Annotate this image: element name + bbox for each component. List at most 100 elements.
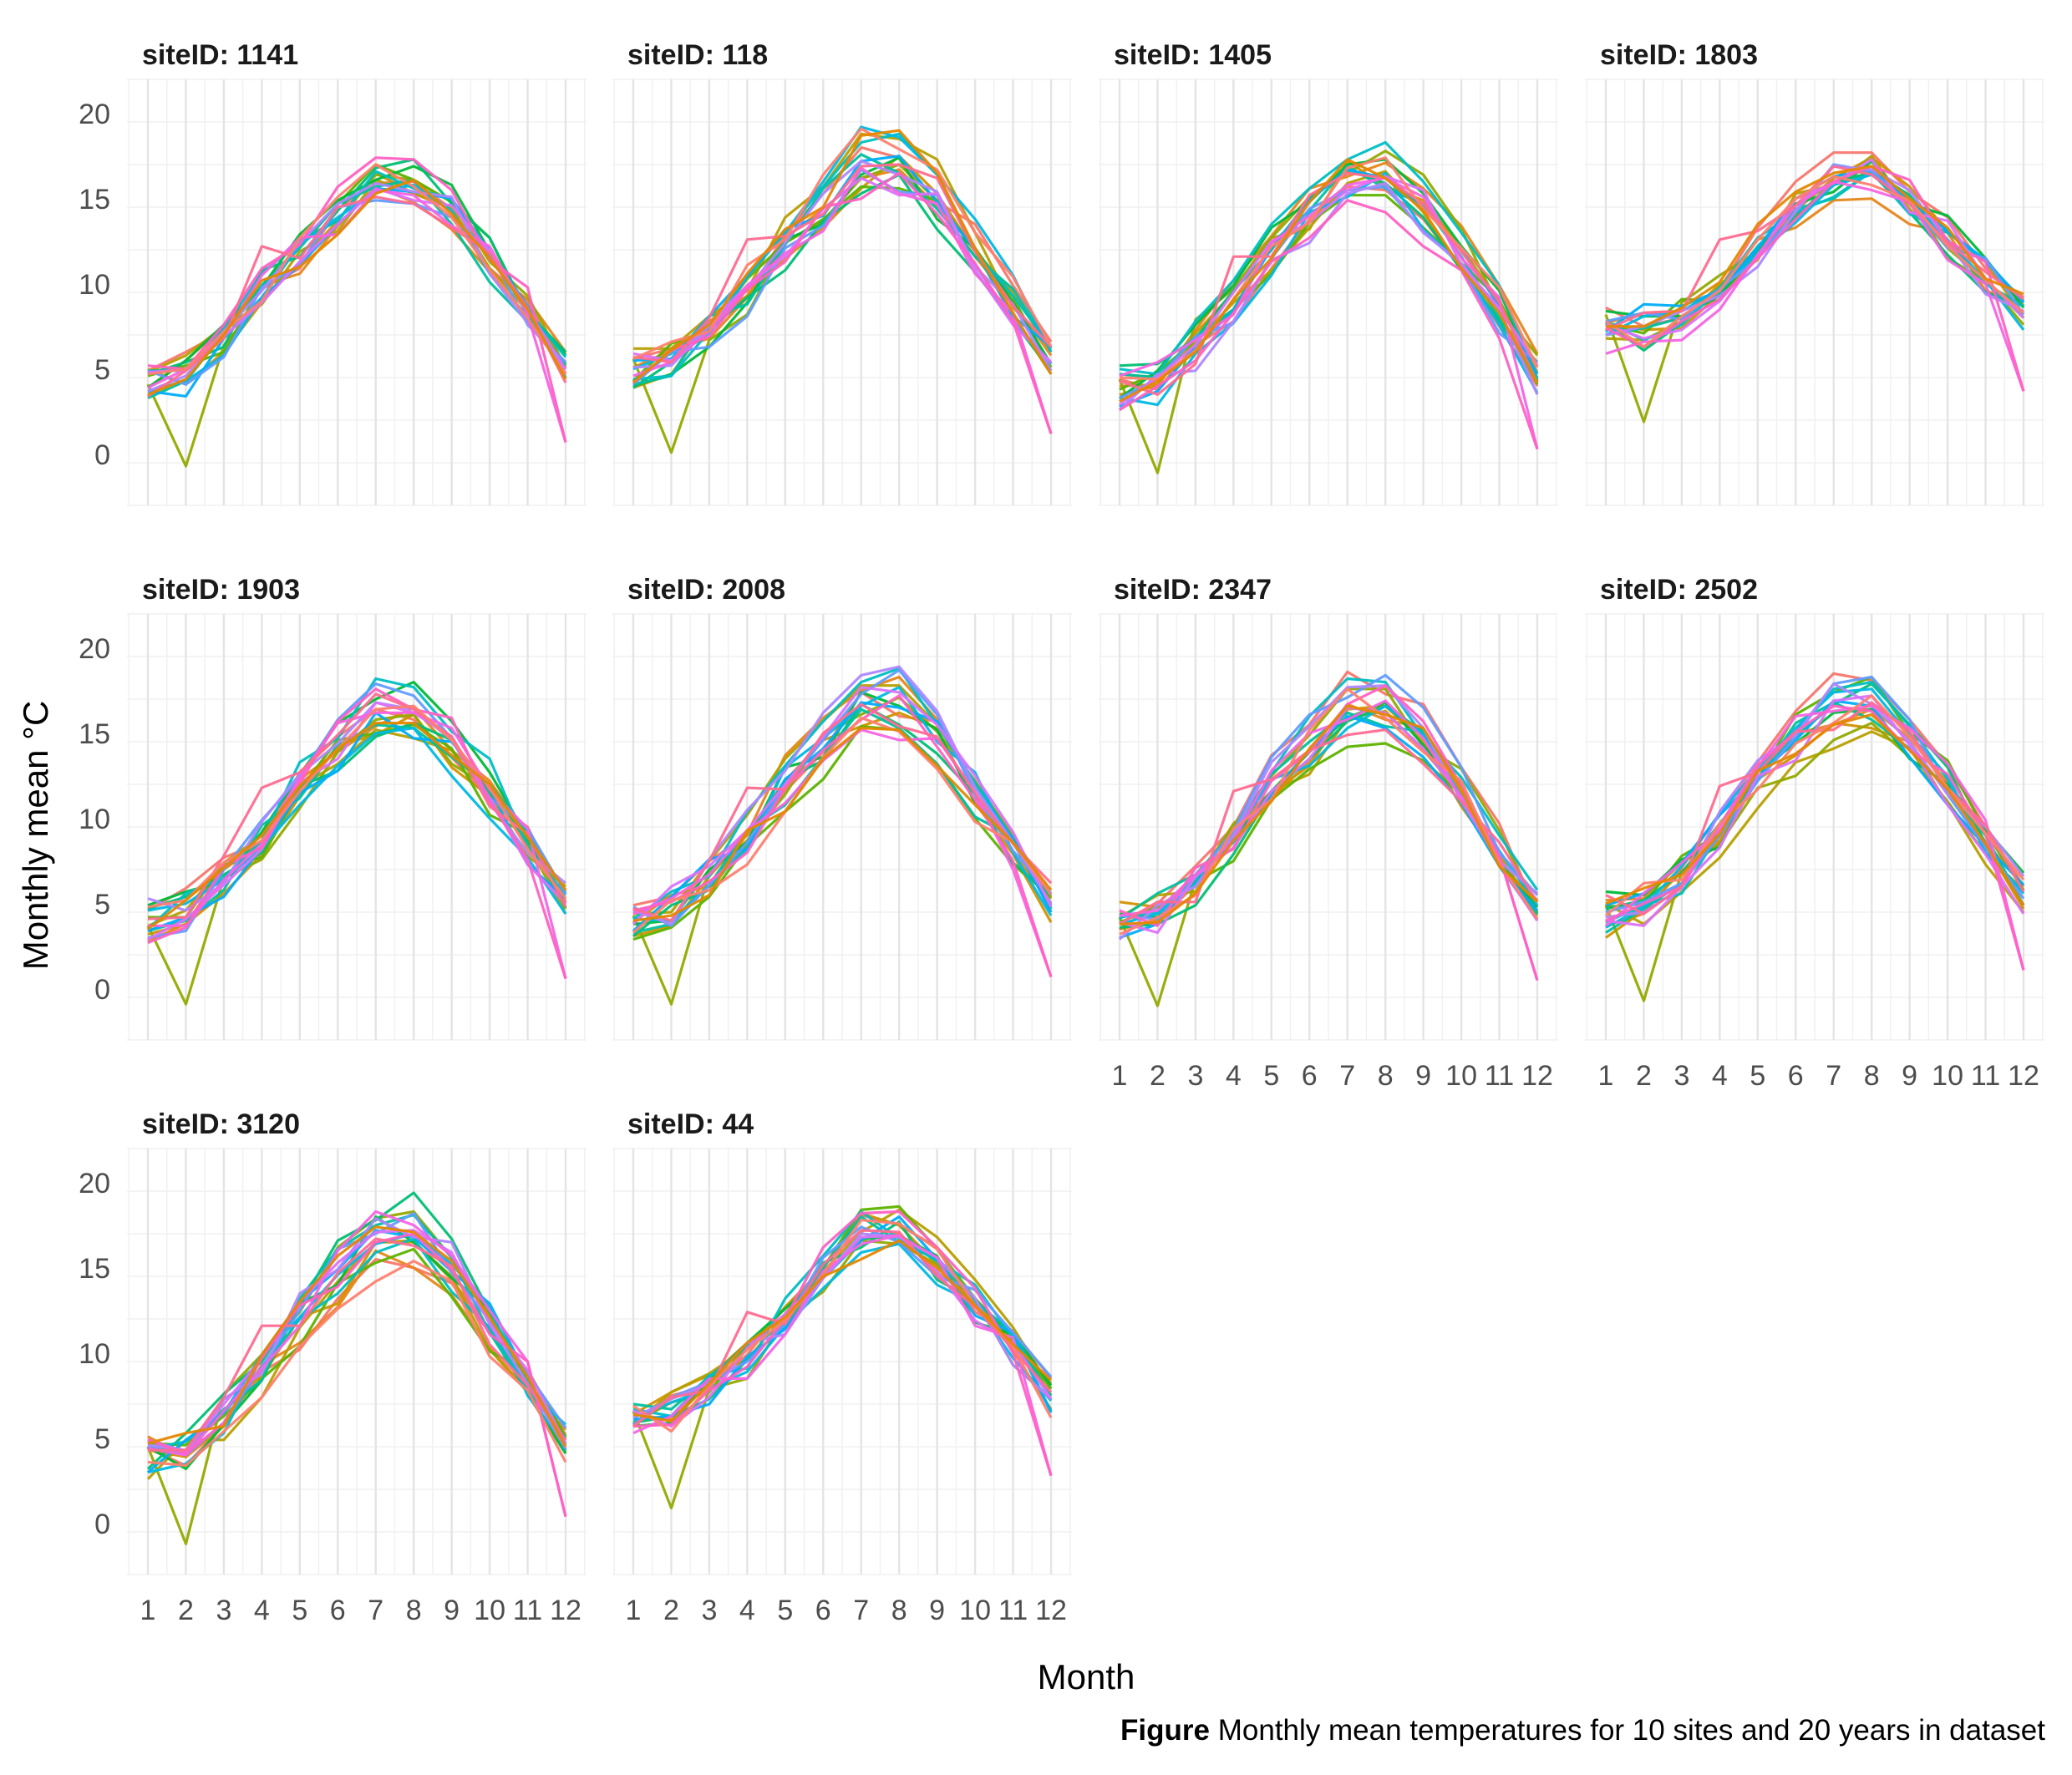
x-tick-label: 5 [1750, 1060, 1765, 1092]
x-tick-label: 12 [550, 1595, 581, 1626]
series-line [1119, 158, 1539, 403]
series-line [632, 171, 1053, 434]
y-tick-label: 5 [94, 889, 110, 920]
x-tick-label: 11 [1485, 1060, 1514, 1092]
x-tick-label: 9 [929, 1595, 945, 1626]
series-line [1604, 704, 2025, 971]
series-line [1119, 199, 1539, 450]
x-tick-label: 8 [1378, 1060, 1394, 1092]
x-tick-label: 2 [1636, 1060, 1652, 1092]
series-line [1605, 704, 2025, 971]
x-tick-label: 2 [663, 1595, 679, 1626]
x-tick-label: 2 [178, 1595, 194, 1626]
series-line [632, 1210, 1053, 1417]
x-tick-label: 3 [1187, 1060, 1203, 1092]
series-line [147, 704, 567, 909]
x-tick-label: 9 [1902, 1060, 1917, 1092]
x-tick-label: 3 [701, 1595, 717, 1626]
series-line [1605, 165, 2025, 392]
y-axis-title: Monthly mean °C [16, 701, 55, 971]
x-tick-label: 6 [330, 1595, 346, 1626]
panel-1903: siteID: 1903 0 5 10 15 20 [79, 574, 587, 1041]
y-tick-label: 10 [79, 804, 110, 835]
x-tick-label: 10 [1932, 1060, 1963, 1092]
series-line [632, 1208, 1053, 1426]
y-tick-label: 0 [94, 439, 110, 471]
y-tick-label: 5 [94, 1423, 110, 1455]
x-tick-label: 4 [739, 1595, 755, 1626]
series-line [1119, 728, 1539, 926]
y-tick-label: 20 [79, 633, 110, 665]
facet-label: siteID: 2008 [627, 574, 785, 606]
series-line [632, 716, 1053, 934]
x-tick-label: 3 [1673, 1060, 1689, 1092]
series-line [147, 722, 567, 931]
x-tick-label: 2 [1150, 1060, 1166, 1092]
series-line [1119, 156, 1539, 381]
panel-44: siteID: 441 2 3 4 5 6 7 8 9 10 11 12 [612, 1108, 1072, 1626]
x-tick-label: 1 [1598, 1060, 1614, 1092]
series-line [147, 1225, 567, 1448]
x-tick-label: 9 [1415, 1060, 1431, 1092]
y-tick-label: 0 [94, 1509, 110, 1540]
y-tick-label: 5 [94, 354, 110, 386]
x-tick-label: 7 [1339, 1060, 1355, 1092]
series-line [632, 727, 1053, 922]
series-line [147, 1229, 567, 1453]
series-line [632, 166, 1053, 434]
x-tick-label: 6 [815, 1595, 831, 1626]
series-line [147, 682, 567, 940]
x-tick-label: 6 [1302, 1060, 1318, 1092]
x-tick-label: 11 [513, 1595, 542, 1626]
series-line [632, 1234, 1053, 1477]
x-tick-label: 4 [254, 1595, 270, 1626]
x-tick-label: 12 [1035, 1595, 1067, 1626]
panel-1405: siteID: 1405 [1099, 39, 1558, 506]
y-tick-label: 10 [79, 1338, 110, 1370]
series-line [1605, 158, 2025, 340]
x-tick-label: 10 [959, 1595, 991, 1626]
caption-bold: Figure [1120, 1714, 1210, 1747]
series-line [632, 127, 1053, 361]
x-tick-label: 12 [1521, 1060, 1553, 1092]
series-line [147, 711, 567, 932]
facet-label: siteID: 2502 [1600, 574, 1758, 606]
facet-label: siteID: 1141 [142, 39, 298, 71]
x-axis-title: Month [1038, 1657, 1135, 1696]
series-line [1119, 704, 1539, 926]
x-tick-label: 5 [1263, 1060, 1279, 1092]
figure-caption: Figure Monthly mean temperatures for 10 … [1120, 1714, 2045, 1747]
x-tick-label: 8 [891, 1595, 907, 1626]
x-tick-label: 5 [292, 1595, 307, 1626]
y-tick-label: 15 [79, 1253, 110, 1285]
facet-label: siteID: 3120 [142, 1108, 300, 1140]
panel-118: siteID: 118 [612, 39, 1072, 506]
series-line [1119, 140, 1539, 380]
caption-text: Monthly mean temperatures for 10 sites a… [1217, 1714, 2045, 1747]
series-line [632, 1239, 1053, 1423]
series-line [147, 1260, 567, 1467]
series-line [1118, 684, 1539, 941]
x-tick-label: 5 [777, 1595, 793, 1626]
series-line [148, 1237, 567, 1452]
x-tick-label: 12 [2008, 1060, 2039, 1092]
x-tick-label: 1 [140, 1595, 156, 1626]
series-line [632, 702, 1053, 922]
facet-label: siteID: 1803 [1600, 39, 1758, 71]
series-line [1119, 171, 1539, 396]
facet-label: siteID: 2347 [1114, 574, 1272, 606]
x-tick-label: 3 [216, 1595, 231, 1626]
y-tick-label: 15 [79, 718, 110, 750]
series-line [147, 178, 567, 396]
x-tick-label: 4 [1712, 1060, 1728, 1092]
panel-2008: siteID: 2008 [612, 574, 1072, 1041]
x-tick-label: 9 [444, 1595, 460, 1626]
y-tick-label: 20 [79, 99, 110, 130]
x-tick-label: 1 [1112, 1060, 1128, 1092]
y-tick-label: 15 [79, 184, 110, 216]
series-line [147, 727, 567, 915]
series-line [1606, 165, 2024, 328]
